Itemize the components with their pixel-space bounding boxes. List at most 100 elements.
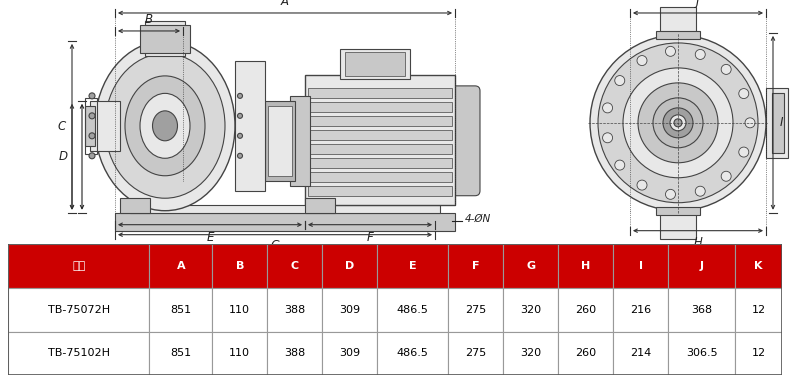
Text: C: C: [58, 120, 66, 133]
Text: 320: 320: [520, 305, 541, 315]
Bar: [308, 158, 452, 168]
Bar: [340, 49, 410, 79]
Circle shape: [739, 89, 749, 99]
Bar: [668, 288, 735, 332]
Bar: [558, 332, 613, 375]
Bar: [213, 244, 267, 288]
Bar: [267, 244, 322, 288]
Text: 486.5: 486.5: [397, 348, 429, 359]
Bar: [735, 288, 782, 332]
Text: 110: 110: [229, 348, 250, 359]
Circle shape: [238, 153, 243, 158]
Text: E: E: [206, 231, 213, 244]
Text: 275: 275: [465, 348, 486, 359]
Text: 306.5: 306.5: [686, 348, 717, 359]
Circle shape: [615, 160, 625, 170]
Circle shape: [695, 49, 705, 60]
Circle shape: [653, 98, 703, 148]
Circle shape: [598, 43, 758, 203]
Bar: [660, 7, 696, 35]
Circle shape: [665, 190, 675, 199]
Bar: [378, 332, 448, 375]
Text: 214: 214: [630, 348, 651, 359]
Bar: [668, 244, 735, 288]
Bar: [213, 332, 267, 375]
Bar: [149, 244, 213, 288]
Circle shape: [695, 186, 705, 196]
Text: C: C: [291, 261, 299, 271]
Bar: [448, 288, 503, 332]
Bar: [8, 244, 149, 288]
Circle shape: [721, 64, 732, 74]
Bar: [267, 288, 322, 332]
Ellipse shape: [105, 53, 225, 198]
Bar: [448, 332, 503, 375]
Bar: [660, 211, 696, 239]
Text: 275: 275: [465, 305, 486, 315]
Ellipse shape: [125, 76, 205, 176]
Text: I: I: [638, 261, 642, 271]
Text: G: G: [270, 239, 280, 252]
Bar: [149, 332, 213, 375]
Circle shape: [89, 93, 95, 99]
Text: 309: 309: [339, 305, 360, 315]
Bar: [140, 25, 190, 53]
Bar: [120, 198, 150, 213]
Bar: [378, 288, 448, 332]
Text: 486.5: 486.5: [397, 305, 429, 315]
Circle shape: [638, 83, 718, 163]
Circle shape: [615, 75, 625, 86]
Circle shape: [238, 113, 243, 118]
Bar: [115, 213, 455, 231]
Text: H: H: [581, 261, 590, 271]
Text: 851: 851: [171, 305, 191, 315]
Bar: [772, 93, 784, 153]
Bar: [213, 288, 267, 332]
Text: TB-75102H: TB-75102H: [47, 348, 110, 359]
Circle shape: [603, 133, 612, 143]
Text: 388: 388: [284, 305, 306, 315]
Bar: [267, 332, 322, 375]
Text: 388: 388: [284, 348, 306, 359]
Text: D: D: [345, 261, 355, 271]
Bar: [308, 172, 452, 182]
Text: 12: 12: [751, 348, 766, 359]
Bar: [345, 52, 405, 76]
Circle shape: [238, 93, 243, 99]
Circle shape: [238, 133, 243, 138]
Bar: [308, 88, 452, 98]
Bar: [322, 244, 378, 288]
Text: 型号: 型号: [72, 261, 85, 271]
Text: 260: 260: [575, 348, 596, 359]
Bar: [305, 198, 335, 213]
Text: 309: 309: [339, 348, 360, 359]
Bar: [308, 144, 452, 154]
Text: A: A: [176, 261, 185, 271]
Text: J: J: [696, 0, 700, 8]
Circle shape: [745, 118, 755, 128]
Text: I: I: [780, 116, 784, 129]
Text: 4-ØN: 4-ØN: [465, 214, 491, 224]
Bar: [322, 332, 378, 375]
Bar: [558, 288, 613, 332]
Bar: [503, 288, 558, 332]
Circle shape: [637, 180, 647, 190]
Bar: [448, 244, 503, 288]
Bar: [378, 244, 448, 288]
Bar: [308, 186, 452, 196]
Circle shape: [89, 153, 95, 159]
Text: F: F: [472, 261, 480, 271]
Circle shape: [637, 56, 647, 66]
Ellipse shape: [95, 41, 235, 211]
Bar: [90, 101, 120, 151]
Circle shape: [674, 119, 682, 127]
Text: H: H: [694, 236, 702, 249]
Bar: [305, 75, 455, 205]
Bar: [613, 244, 668, 288]
Bar: [735, 244, 782, 288]
Circle shape: [670, 115, 686, 131]
Bar: [145, 21, 185, 56]
Bar: [766, 88, 788, 158]
Bar: [149, 288, 213, 332]
Bar: [322, 288, 378, 332]
